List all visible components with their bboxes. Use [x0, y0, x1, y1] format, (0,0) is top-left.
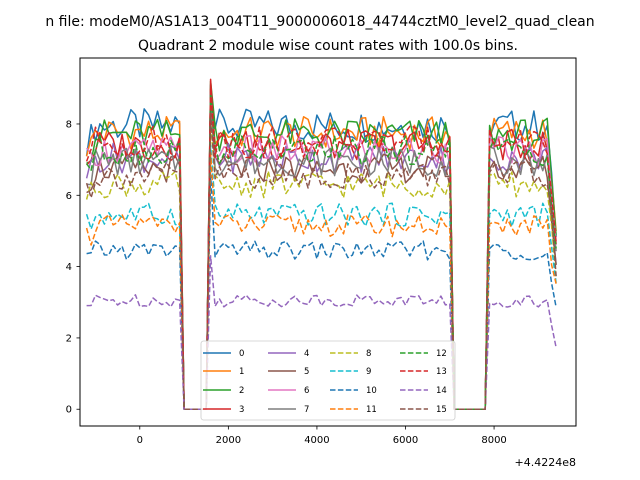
- legend-label-13: 13: [436, 367, 447, 377]
- y-tick-label: 2: [66, 333, 72, 344]
- legend-label-11: 11: [366, 405, 377, 415]
- x-axis-offset-label: +4.4224e8: [515, 456, 576, 469]
- chart-title: Quadrant 2 module wise count rates with …: [138, 38, 518, 54]
- legend-label-3: 3: [239, 405, 244, 415]
- x-tick-label: 4000: [304, 435, 329, 446]
- series-line-9: [85, 144, 557, 410]
- series-line-8: [85, 123, 557, 410]
- legend-label-6: 6: [304, 386, 309, 396]
- series-layer: [85, 78, 557, 410]
- legend-label-1: 1: [239, 367, 244, 377]
- y-tick-label: 4: [66, 262, 72, 273]
- plot-frame: [79, 57, 577, 427]
- legend-label-4: 4: [304, 349, 309, 359]
- legend-label-15: 15: [436, 405, 447, 415]
- series-line-10: [86, 173, 557, 410]
- legend-label-8: 8: [366, 349, 371, 359]
- series-line-11: [85, 151, 557, 410]
- series-line-15: [85, 112, 557, 410]
- legend-label-12: 12: [436, 349, 447, 359]
- figure-suptitle: n file: modeM0/AS1A13_004T11_9000006018_…: [45, 14, 594, 30]
- legend-label-7: 7: [304, 405, 309, 415]
- y-tick-label: 6: [66, 191, 72, 202]
- legend-label-9: 9: [366, 367, 371, 377]
- legend-label-2: 2: [239, 386, 244, 396]
- y-tick-label: 0: [66, 405, 72, 416]
- x-tick-label: 2000: [216, 435, 241, 446]
- x-axis: 0 2000 4000 6000 8000: [137, 426, 507, 446]
- y-axis: 0 2 4 6 8: [66, 119, 80, 416]
- legend-label-5: 5: [304, 367, 309, 377]
- y-tick-label: 8: [66, 119, 72, 130]
- series-line-12: [85, 91, 557, 410]
- legend-label-0: 0: [239, 349, 244, 359]
- x-tick-label: 8000: [481, 435, 506, 446]
- x-tick-label: 0: [137, 435, 143, 446]
- legend-label-14: 14: [436, 386, 447, 396]
- legend-box: [200, 340, 456, 421]
- legend-label-10: 10: [366, 386, 377, 396]
- x-tick-label: 6000: [393, 435, 418, 446]
